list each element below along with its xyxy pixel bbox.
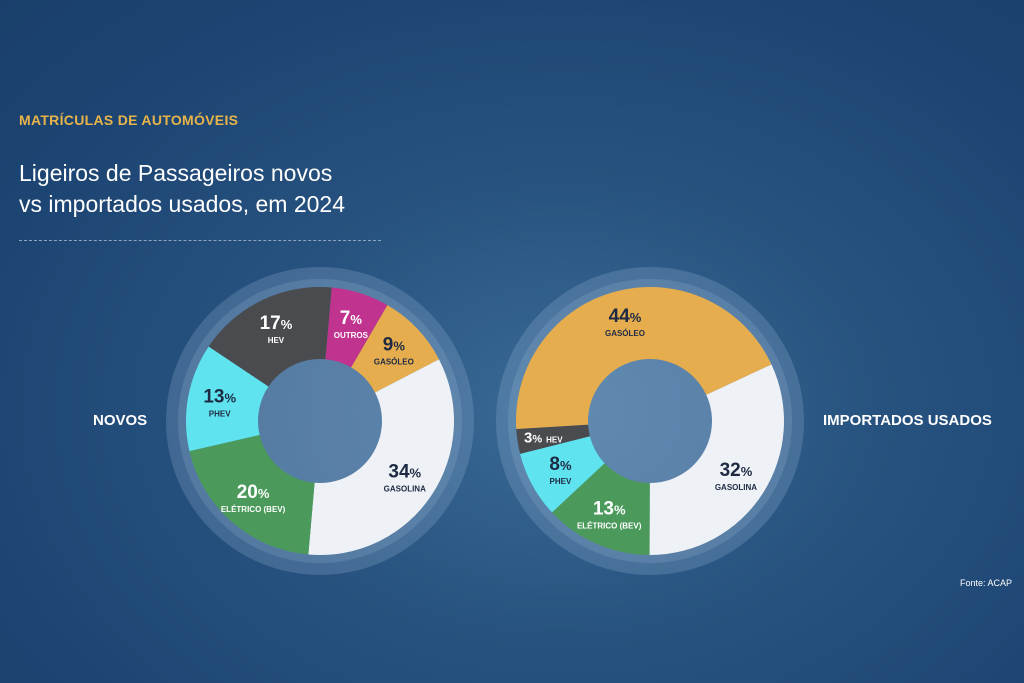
slice-label: PHEV <box>209 410 231 419</box>
slice-gasolina <box>649 364 785 556</box>
slice-label: OUTROS <box>334 331 369 340</box>
slice-label: GASOLINA <box>384 485 426 494</box>
title-line-2: vs importados usados, em 2024 <box>19 191 346 217</box>
slice-gasolina <box>308 359 454 556</box>
slice-label: HEV <box>268 336 285 345</box>
slice-value: 44% <box>609 306 642 327</box>
divider <box>19 240 381 241</box>
slice-label: GASÓLEO <box>374 358 414 367</box>
slice-value: 7% <box>340 308 363 329</box>
slice-value: 17% <box>260 313 293 334</box>
slice-hev <box>208 287 332 387</box>
title-line-1: Ligeiros de Passageiros novos <box>19 160 333 186</box>
slice-value: 34% <box>388 462 421 483</box>
slice-value: 9% <box>383 335 406 356</box>
slice-phev <box>520 436 605 513</box>
slice-label: ELÉTRICO (BEV) <box>577 521 642 530</box>
donut-label-novos: NOVOS <box>93 412 148 429</box>
slice-value: 8% <box>549 454 572 475</box>
slice-el-trico-bev- <box>189 434 315 555</box>
slice-value: 13% <box>203 387 236 408</box>
slice-label: GASÓLEO <box>605 329 645 338</box>
slice-value: 20% <box>237 482 270 503</box>
slice-outros <box>325 287 388 368</box>
slice-value: 32% <box>720 460 753 481</box>
source-note: Fonte: ACAP <box>959 578 1012 588</box>
slice-label: ELÉTRICO (BEV) <box>221 505 286 514</box>
slice-el-trico-bev- <box>551 463 650 555</box>
slice-phev <box>186 346 269 452</box>
chart-kicker: MATRÍCULAS DE AUTOMÓVEIS <box>19 112 239 128</box>
slice-hev <box>516 424 590 454</box>
slice-label: GASOLINA <box>715 483 757 492</box>
donut-label-importados: IMPORTADOS USADOS <box>823 412 992 429</box>
donut-0: 7% OUTROS 9% GASÓLEO 34% GASOLINA 20% ELÉTRICO … <box>166 267 474 575</box>
slice-label: PHEV <box>550 477 572 486</box>
chart-title: Ligeiros de Passageiros novos vs importa… <box>19 158 345 220</box>
slice-gas-leo <box>515 286 772 429</box>
slice-value: 13% <box>593 498 626 519</box>
slice-gas-leo <box>351 305 439 393</box>
